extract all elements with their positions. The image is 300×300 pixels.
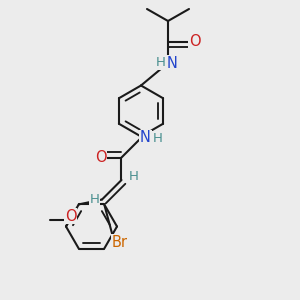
- Text: N: N: [140, 130, 151, 146]
- Text: H: H: [90, 193, 99, 206]
- Text: O: O: [95, 150, 106, 165]
- Text: O: O: [189, 34, 201, 50]
- Text: H: H: [153, 131, 162, 145]
- Text: O: O: [65, 209, 77, 224]
- Text: H: H: [129, 170, 138, 184]
- Text: Br: Br: [112, 235, 127, 250]
- Text: H: H: [156, 56, 165, 70]
- Text: N: N: [167, 56, 178, 70]
